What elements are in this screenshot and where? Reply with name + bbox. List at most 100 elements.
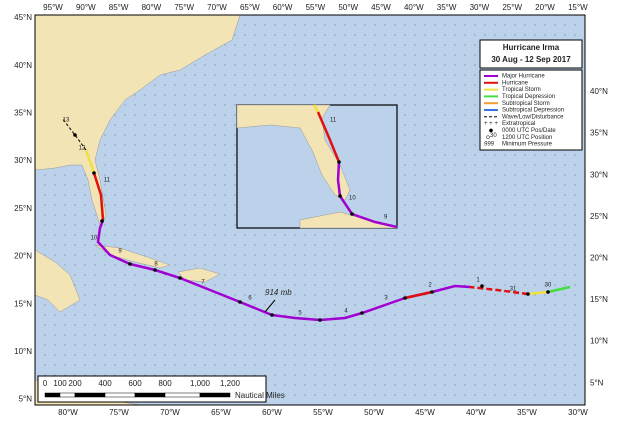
position-dot (350, 212, 354, 216)
position-dot (360, 311, 364, 315)
date-label: 10 (349, 196, 356, 202)
track (404, 290, 433, 300)
longitude-label: 95°W (43, 3, 63, 12)
legend-swatch: + + + (484, 121, 498, 127)
position-dot (338, 194, 342, 198)
track (527, 290, 549, 296)
position-dot (546, 290, 550, 294)
position-dot (128, 262, 132, 266)
longitude-label: 30°W (568, 408, 588, 417)
latitude-label: 30°N (14, 156, 32, 165)
longitude-label: 20°W (535, 3, 555, 12)
legend-label: Tropical Depression (502, 94, 555, 100)
latitude-label: 10°N (590, 337, 608, 346)
longitude-label: 40°W (404, 3, 424, 12)
latitude-label: 5°N (590, 378, 604, 387)
longitude-label: 35°W (517, 408, 537, 417)
longitude-label: 75°W (174, 3, 194, 12)
latitude-label: 15°N (590, 295, 608, 304)
legend-label: Subtropical Depression (502, 108, 564, 114)
latitude-label: 35°N (590, 129, 608, 138)
legend-label: Minimum Pressure (502, 142, 553, 148)
position-dot (73, 133, 77, 137)
date-label: 6 (248, 296, 252, 302)
track (469, 285, 529, 296)
scale-frame (37, 375, 267, 403)
longitude-label: 25°W (502, 3, 522, 12)
title-box: Hurricane Irma 30 Aug - 12 Sep 2017 (479, 39, 583, 69)
date-label: 31 (510, 287, 517, 293)
scale-label: 1,200 (220, 379, 241, 388)
track (92, 172, 105, 221)
date-label: 30 (545, 283, 552, 289)
latitude-label: 35°N (14, 109, 32, 118)
longitude-label: 15°W (568, 3, 588, 12)
longitude-label: 40°W (466, 408, 486, 417)
latitude-label: 45°N (14, 13, 32, 22)
date-label: 2 (428, 283, 432, 289)
position-dot (318, 318, 322, 322)
legend-symbol: 999 (484, 142, 495, 148)
date-label: 11 (330, 118, 337, 124)
title: Hurricane Irma (503, 43, 560, 52)
position-dot (430, 290, 434, 294)
latitude-label: 30°N (590, 170, 608, 179)
longitude-label: 30°W (470, 3, 490, 12)
legend-label: Tropical Storm (502, 87, 541, 93)
title-frame (479, 39, 583, 69)
scale-bar (199, 392, 231, 398)
longitude-label: 45°W (371, 3, 391, 12)
scale-label: 0 (43, 379, 48, 388)
inset-track (316, 111, 341, 163)
inset (236, 104, 398, 229)
position-dot (526, 292, 530, 296)
date-label: 9 (384, 215, 388, 221)
latitude-label: 10°N (14, 347, 32, 356)
longitude-label: 50°W (338, 3, 358, 12)
legend-label: Hurricane (502, 80, 529, 86)
inset-track (312, 104, 320, 113)
latitude-label: 25°N (14, 204, 32, 213)
date-label: 11 (104, 178, 111, 184)
latitude-label: 15°N (14, 299, 32, 308)
legend-label: Major Hurricane (502, 74, 545, 80)
position-dot (337, 160, 341, 164)
pressure-pointer (264, 299, 276, 313)
scale-bar (59, 392, 76, 398)
scale-label: 600 (128, 379, 142, 388)
position-dot (178, 276, 182, 280)
longitude-label: 45°W (415, 408, 435, 417)
map-frame (34, 14, 586, 406)
date-label: 9 (118, 249, 122, 255)
track (84, 149, 96, 174)
longitude-label: 70°W (160, 408, 180, 417)
date-label: 12 (79, 146, 86, 152)
date-label: 8 (154, 262, 158, 268)
scale-bar (44, 392, 61, 398)
scale-unit: Nautical Miles (235, 391, 285, 400)
scale-label: 100 (53, 379, 67, 388)
legend-label: 1200 UTC Position (502, 135, 552, 141)
scale-label: 200 (68, 379, 82, 388)
pressure-label: 914 mb (265, 288, 292, 297)
date-label: 1 (476, 278, 480, 284)
scale-bar (104, 392, 136, 398)
north-america (34, 14, 241, 226)
position-dot (403, 296, 407, 300)
scale-bar (164, 392, 201, 398)
longitude-label: 65°W (240, 3, 260, 12)
longitude-label: 35°W (437, 3, 457, 12)
legend-label: Extratropical (502, 121, 535, 127)
longitude-label: 75°W (109, 408, 129, 417)
position-dot (270, 313, 274, 317)
position-dot (238, 300, 242, 304)
position-dot (480, 284, 484, 288)
scale-label: 1,000 (190, 379, 211, 388)
longitude-label: 60°W (262, 408, 282, 417)
central-america (34, 249, 81, 313)
latitude-label: 40°N (14, 61, 32, 70)
longitude-label: 80°W (58, 408, 78, 417)
longitude-label: 55°W (306, 3, 326, 12)
track (96, 219, 406, 322)
